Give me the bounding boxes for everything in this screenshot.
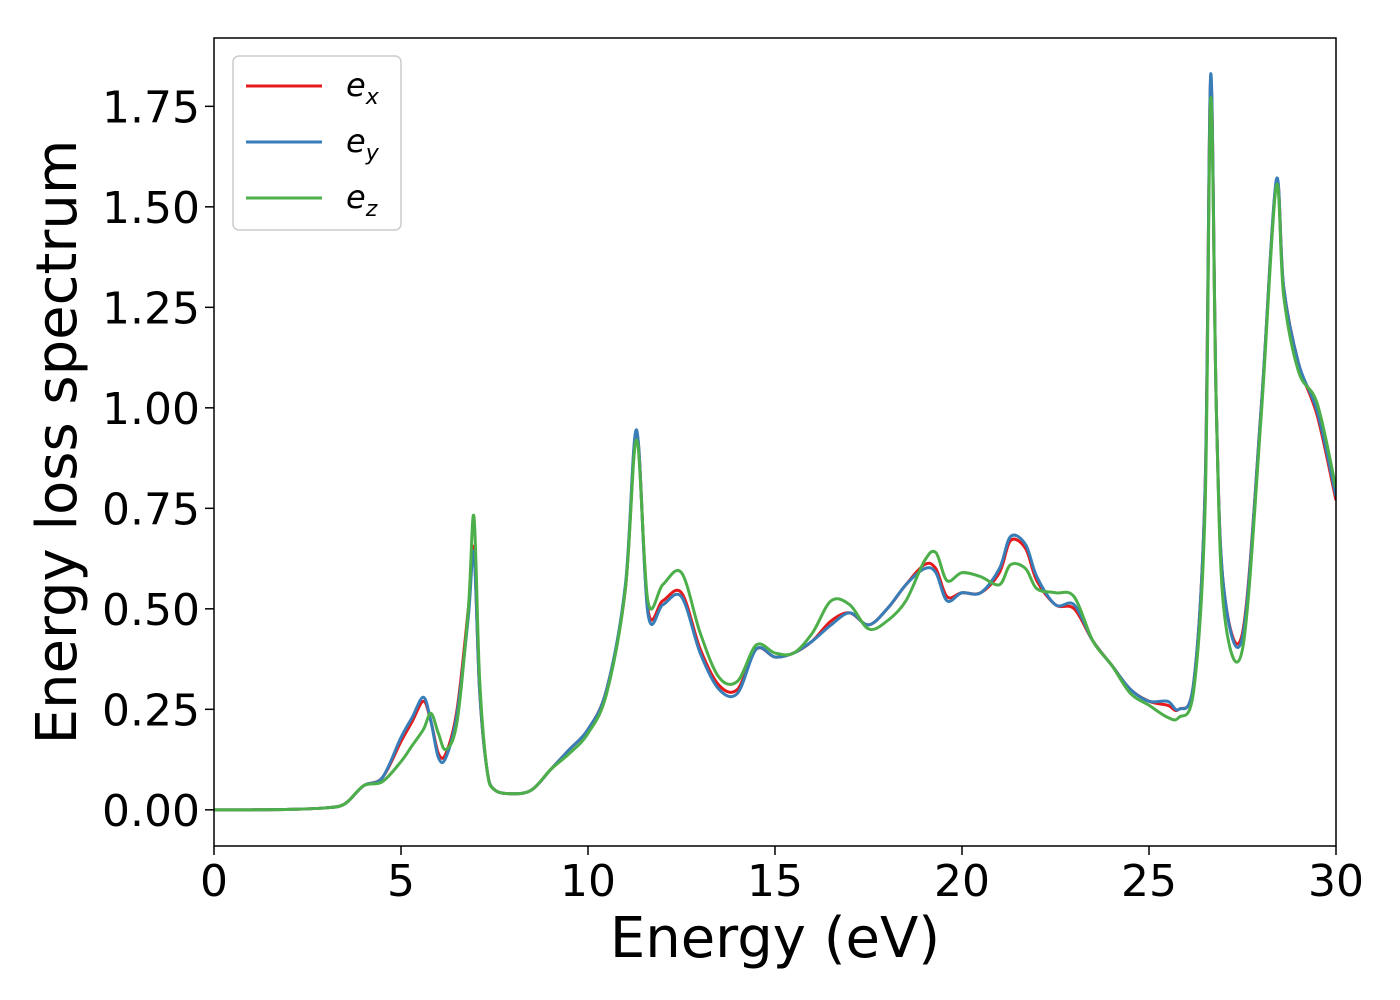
x-tick-label: 5: [387, 856, 415, 907]
x-tick-label: 30: [1308, 856, 1364, 907]
x-axis: 0 5 10 15 20 25 30: [200, 846, 1364, 907]
series-line-e-z: [214, 96, 1336, 812]
y-tick-label: 1.25: [102, 283, 200, 334]
y-tick-label: 0.50: [102, 585, 200, 636]
x-tick-label: 15: [747, 856, 803, 907]
x-axis-label: Energy (eV): [610, 906, 940, 971]
y-tick-label: 0.25: [102, 685, 200, 736]
y-tick-label: 1.75: [102, 82, 200, 133]
x-tick-label: 25: [1121, 856, 1177, 907]
x-tick-label: 0: [200, 856, 228, 907]
x-tick-label: 10: [560, 856, 616, 907]
legend-label-e-x: ex: [346, 66, 380, 110]
y-tick-label: 0.00: [102, 786, 200, 837]
y-tick-label: 1.00: [102, 384, 200, 435]
y-axis: 0.00 0.25 0.50 0.75 1.00 1.25 1.50 1.75: [102, 82, 214, 837]
y-tick-label: 1.50: [102, 183, 200, 234]
legend: ex ey ez: [232, 55, 402, 231]
legend-label-e-z: ez: [346, 178, 378, 222]
y-axis-label: Energy loss spectrum: [25, 140, 90, 745]
legend-label-e-y: ey: [346, 122, 380, 166]
y-tick-label: 0.75: [102, 484, 200, 535]
series-group: [214, 72, 1336, 812]
x-tick-label: 20: [934, 856, 990, 907]
